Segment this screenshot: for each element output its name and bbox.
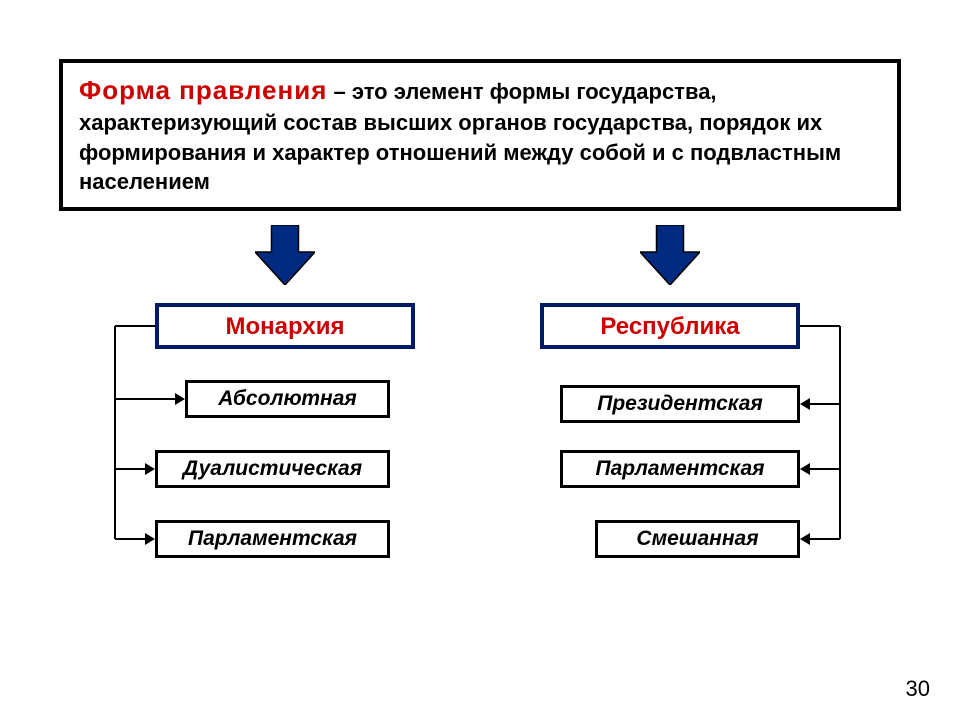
definition-title: Форма правления xyxy=(79,75,327,105)
sub-label: Парламентская xyxy=(188,527,357,550)
sub-box: Президентская xyxy=(560,385,800,423)
sub-box: Абсолютная xyxy=(185,380,390,418)
definition-box: Форма правления – это элемент формы госу… xyxy=(59,59,901,211)
sub-box: Дуалистическая xyxy=(155,450,390,488)
down-arrow-icon xyxy=(255,225,315,285)
category-monarchy: Монархия xyxy=(155,303,415,349)
sub-box: Парламентская xyxy=(155,520,390,558)
category-label: Монархия xyxy=(226,313,345,340)
sub-label: Дуалистическая xyxy=(183,457,362,480)
sub-label: Абсолютная xyxy=(218,387,357,410)
sub-label: Парламентская xyxy=(596,457,765,480)
sub-label: Смешанная xyxy=(636,527,758,550)
page-number: 30 xyxy=(906,676,930,702)
category-republic: Республика xyxy=(540,303,800,349)
category-label: Республика xyxy=(600,313,739,340)
sub-box: Парламентская xyxy=(560,450,800,488)
down-arrow-icon xyxy=(640,225,700,285)
sub-label: Президентская xyxy=(597,392,763,415)
sub-box: Смешанная xyxy=(595,520,800,558)
